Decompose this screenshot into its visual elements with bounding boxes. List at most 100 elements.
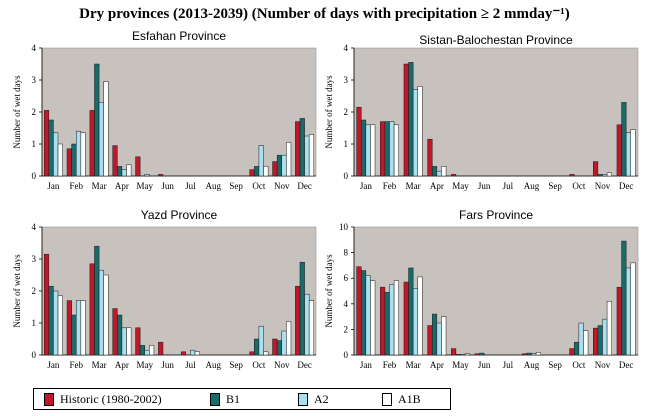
x-tick-label: Aug <box>206 360 222 370</box>
y-tick-label: 1 <box>344 139 349 149</box>
bar-a2-feb <box>389 121 395 177</box>
bar-historic-1980-2002-may <box>451 348 457 356</box>
x-tick-label: Oct <box>572 360 585 370</box>
bar-historic-1980-2002-jan <box>356 106 362 177</box>
x-tick-label: Nov <box>595 181 611 191</box>
chart-yazd-province: 0 1 2 3 4 Yazd Province Number of wet days Jan F… <box>12 208 317 370</box>
x-tick-label: Oct <box>252 181 265 191</box>
bar-a1b-jan <box>57 143 63 177</box>
bar-historic-1980-2002-may <box>135 327 141 356</box>
bar-a2-oct <box>578 322 584 356</box>
bar-b1-feb <box>71 314 77 356</box>
chart-title: Sistan-Balochestan Province <box>419 33 573 47</box>
x-tick-label: Dec <box>619 360 634 370</box>
plot-area <box>353 47 639 177</box>
y-tick-label: 3 <box>32 254 37 264</box>
bar-a2-feb <box>76 300 82 356</box>
bar-a2-nov <box>281 330 287 356</box>
legend-swatch-a2 <box>298 393 308 406</box>
bar-historic-1980-2002-oct <box>569 348 575 356</box>
bar-b1-jan <box>48 285 54 356</box>
y-axis-label: Number of wet days <box>324 75 334 149</box>
bar-a1b-apr <box>441 316 447 356</box>
bar-b1-dec <box>299 261 305 356</box>
bar-b1-aug <box>526 352 532 356</box>
y-tick-label: 0 <box>32 171 37 181</box>
y-tick-label: 0 <box>344 350 349 360</box>
bar-a1b-apr <box>441 166 447 177</box>
bar-a1b-may <box>149 345 155 356</box>
bar-a2-jan <box>53 132 59 177</box>
bar-a1b-may <box>464 353 470 356</box>
bar-b1-nov <box>597 174 603 177</box>
bar-historic-1980-2002-feb <box>380 286 386 356</box>
bar-historic-1980-2002-mar <box>89 110 95 177</box>
x-tick-label: Jan <box>47 360 59 370</box>
bar-a1b-jan <box>57 295 63 356</box>
x-tick-label: Aug <box>206 181 222 191</box>
bar-historic-1980-2002-dec <box>616 124 622 177</box>
bar-a2-dec <box>625 267 632 356</box>
x-tick-label: Mar <box>406 181 421 191</box>
x-tick-label: Nov <box>274 181 290 191</box>
chart-title: Fars Province <box>459 208 533 222</box>
bar-a1b-oct <box>263 351 269 356</box>
x-tick-label: Sep <box>548 181 562 191</box>
chart-title: Yazd Province <box>141 208 218 222</box>
x-tick-label: Sep <box>229 181 243 191</box>
x-tick-label: Jul <box>185 181 196 191</box>
x-tick-label: Mar <box>92 360 107 370</box>
x-tick-label: Jun <box>161 181 174 191</box>
bar-a1b-nov <box>606 300 612 356</box>
bar-historic-1980-2002-dec <box>295 285 301 356</box>
chart-esfahan-province: 0 1 2 3 4 Esfahan Province Number of wet days J… <box>12 29 317 191</box>
x-tick-label: Dec <box>297 360 312 370</box>
x-tick-label: May <box>452 181 469 191</box>
bar-a1b-mar <box>103 274 109 356</box>
x-tick-label: Jun <box>161 360 174 370</box>
x-tick-label: Jul <box>185 360 196 370</box>
bar-historic-1980-2002-jan <box>43 253 50 356</box>
bar-historic-1980-2002-feb <box>380 121 386 177</box>
bar-b1-mar <box>94 245 100 356</box>
y-tick-label: 4 <box>32 222 37 232</box>
plot-area <box>41 226 317 356</box>
x-tick-label: Aug <box>524 360 540 370</box>
bar-b1-may <box>139 345 145 356</box>
bar-a2-apr <box>436 322 442 356</box>
bar-historic-1980-2002-may <box>135 156 141 177</box>
bar-b1-mar <box>408 62 414 177</box>
bar-a2-jan <box>53 290 59 356</box>
y-tick-label: 2 <box>344 324 349 334</box>
y-tick-label: 4 <box>344 299 349 309</box>
bar-historic-1980-2002-oct <box>249 351 255 356</box>
bar-historic-1980-2002-dec <box>616 286 622 356</box>
x-tick-label: Sep <box>548 360 562 370</box>
bar-a2-dec <box>304 293 310 356</box>
bar-b1-jan <box>48 119 54 177</box>
bar-b1-jun <box>479 352 485 356</box>
x-tick-label: Jan <box>360 181 372 191</box>
legend-label-b1: B1 <box>226 392 241 406</box>
bar-historic-1980-2002-may <box>451 174 457 177</box>
bar-a2-mar <box>98 102 104 177</box>
legend-swatch-historic <box>44 393 54 406</box>
legend-label-a1b: A1B <box>398 392 421 406</box>
bar-historic-1980-2002-oct <box>569 174 575 177</box>
legend-item-a2: A2 <box>298 392 329 407</box>
x-tick-label: Oct <box>252 360 265 370</box>
y-axis-label: Number of wet days <box>12 254 22 328</box>
y-tick-label: 2 <box>32 107 37 117</box>
bar-historic-1980-2002-jun <box>158 174 164 177</box>
y-axis-label: Number of wet days <box>12 75 22 149</box>
bar-b1-apr <box>431 313 438 356</box>
bar-a1b-mar <box>103 81 109 177</box>
chart-sistan-balochestan-province: 0 1 2 3 4 Sistan-Balochestan Province Number o… <box>324 33 639 191</box>
bar-a1b-dec <box>630 129 636 177</box>
bar-historic-1980-2002-jan <box>43 110 50 177</box>
bar-historic-1980-2002-jun <box>158 341 164 356</box>
x-tick-label: Dec <box>297 181 312 191</box>
bar-a2-jan <box>365 275 371 356</box>
x-tick-label: Jun <box>478 360 491 370</box>
x-tick-label: Apr <box>430 360 444 370</box>
